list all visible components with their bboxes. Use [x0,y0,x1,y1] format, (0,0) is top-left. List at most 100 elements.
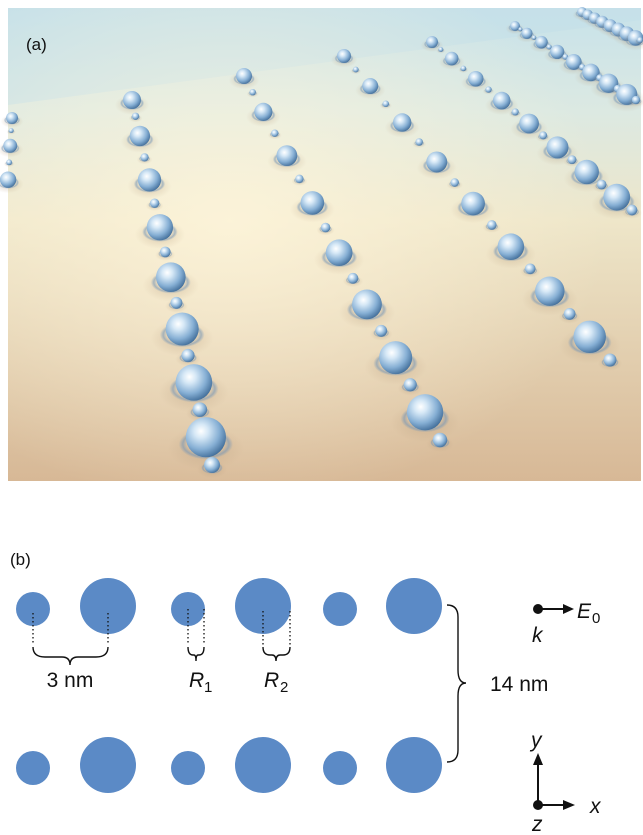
panel-b-schematic: (b) 3 nm R 1 R 2 14 nm [10,550,602,835]
nanoparticle-sphere [634,36,643,46]
nanoparticle-sphere [165,296,188,313]
particle-small [171,751,205,785]
nanoparticle-sphere [355,77,386,100]
nanoparticle-sphere [155,246,176,261]
r1-brace [187,646,205,662]
nanoparticle-sphere [597,353,623,371]
field-label: E [577,600,592,623]
axis-y-label: y [529,729,543,752]
r2-label: R [264,669,279,692]
particle-small [16,751,50,785]
nanoparticle-sphere [369,324,393,341]
r1-subscript: 1 [204,679,212,696]
nanoparticle-sphere [120,125,160,153]
r1-label: R [189,669,204,692]
nanoparticle-sphere [114,91,150,115]
coordinate-axes [533,753,575,810]
nanoparticle-sphere [0,138,24,158]
nanoparticle-sphere [390,394,460,443]
nanoparticle-sphere [416,151,457,180]
nanoparticle-sphere [145,198,164,211]
axis-z-label: z [531,813,543,835]
y-arrowhead [533,753,543,765]
panel-a-rendering: (a) [0,7,643,481]
nanoparticle-sphere [563,159,610,193]
nanoparticle-sphere [458,65,469,73]
nanoparticle-sphere [246,88,259,98]
bottom-particle-row [16,737,442,793]
nanoparticle-sphere [426,432,454,452]
nanoparticle-sphere [521,276,578,316]
nanoparticle-sphere [558,307,581,324]
panel-a-light-glow [8,8,641,481]
panel-b-label: (b) [10,550,31,569]
r2-subscript: 2 [280,679,288,696]
nanoparticle-sphere [397,378,423,396]
sphere-chains [0,7,643,479]
particle-large [235,578,291,634]
nanoparticle-sphere [267,129,282,140]
nanoparticle-sphere [159,364,229,413]
nanoparticle-sphere [136,153,153,165]
nanoparticle-sphere [621,204,643,219]
field-arrow [533,604,574,614]
nanoparticle-sphere [127,168,172,200]
nanoparticle-sphere [342,272,364,288]
nanoparticle-sphere [167,417,245,471]
particle-large [80,578,136,634]
particle-small [323,751,357,785]
nanoparticle-sphere [379,100,392,110]
top-particle-row [16,578,442,634]
nanoparticle-sphere [6,128,16,135]
nanoparticle-sphere [520,263,541,278]
particle-large [386,578,442,634]
nanoparticle-sphere [289,191,335,223]
nanoparticle-sphere [436,47,446,54]
nanoparticle-sphere [508,108,522,118]
nanoparticle-sphere [482,220,501,233]
nanoparticle-sphere [291,174,308,186]
nanoparticle-sphere [591,183,643,220]
nanoparticle-sphere [446,178,463,190]
nanoparticle-sphere [150,312,214,357]
nanoparticle-sphere [384,113,420,138]
nanoparticle-sphere [128,112,143,123]
nanoparticle-sphere [535,131,551,142]
nanoparticle-sphere [134,214,185,250]
nanoparticle-sphere [364,341,428,385]
field-subscript: 0 [592,610,600,627]
nanoparticle-sphere [628,95,643,107]
nanoparticle-sphere [175,348,201,367]
particle-small [16,592,50,626]
nanoparticle-sphere [485,91,519,116]
nanoparticle-sphere [316,222,335,236]
panel-a-label: (a) [26,35,47,54]
spacing-label: 3 nm [47,669,94,692]
nanoparticle-sphere [563,155,581,167]
r2-brace [262,646,291,662]
nanoparticle-sphere [450,191,496,224]
nanoparticle-sphere [485,233,537,269]
nanoparticle-sphere [267,145,307,173]
nanoparticle-sphere [529,35,539,42]
nanoparticle-sphere [0,171,24,194]
particle-large [80,737,136,793]
nanoparticle-sphere [558,320,621,364]
spacing-brace [32,646,109,666]
x-arrowhead [563,800,575,810]
nanoparticle-sphere [330,49,358,68]
nanoparticle-sphere [350,66,362,75]
nanoparticle-sphere [420,36,444,52]
particle-large [235,737,291,793]
nanoparticle-sphere [186,402,214,422]
axis-x-label: x [589,795,602,818]
nanoparticle-sphere [228,68,260,90]
nanoparticle-sphere [461,70,491,92]
particle-small [323,592,357,626]
nanoparticle-sphere [196,457,228,479]
nanoparticle-sphere [3,159,15,168]
dimension-guides [32,609,291,645]
wavevector-label: k [532,624,544,647]
row-gap-label: 14 nm [490,673,548,696]
nanoparticle-sphere [482,86,495,95]
